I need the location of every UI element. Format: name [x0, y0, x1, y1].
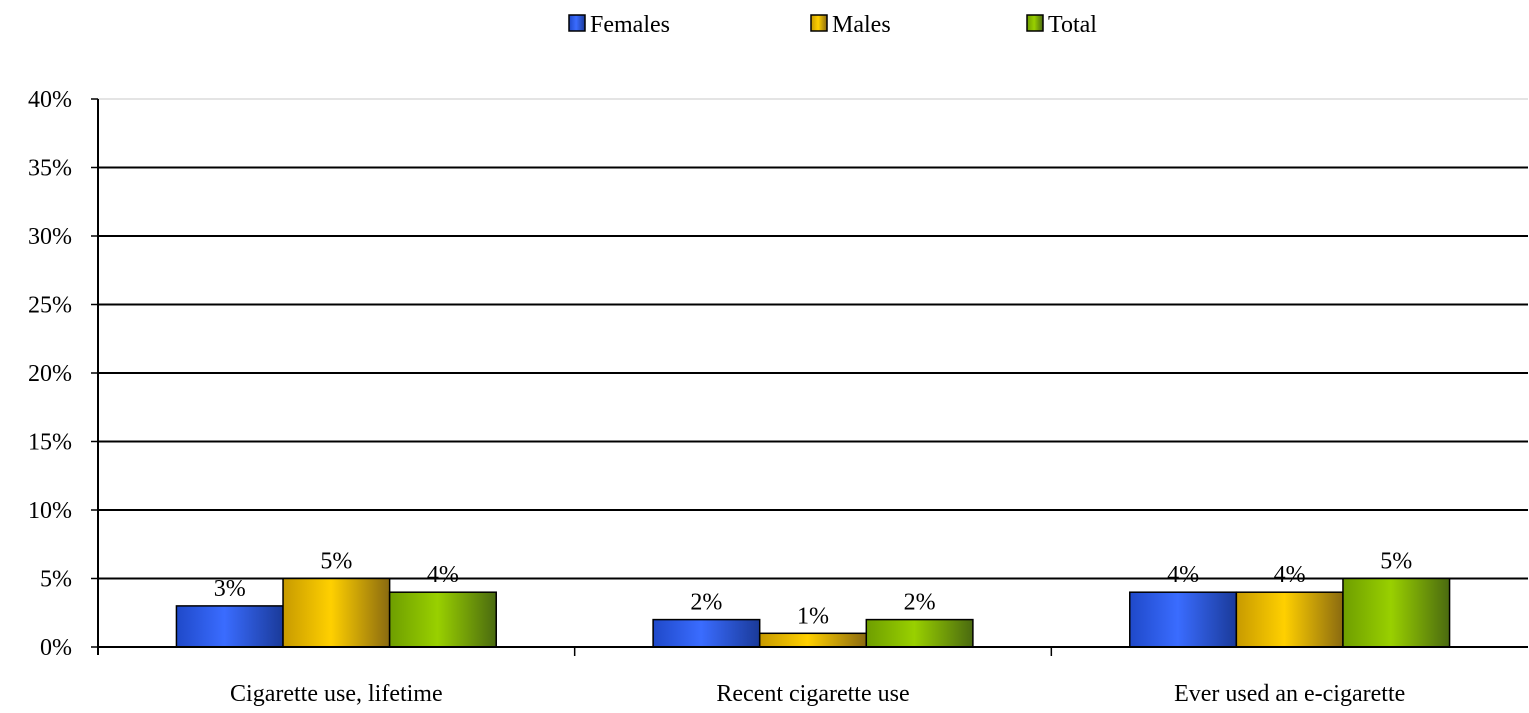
category-label: Recent cigarette use	[716, 681, 909, 707]
data-label: 2%	[690, 590, 722, 616]
legend-swatch-total	[1026, 14, 1044, 32]
bar-females-1	[652, 618, 761, 648]
legend-swatch-males	[810, 14, 828, 32]
bar-males-2	[1235, 591, 1344, 648]
data-label: 5%	[1380, 549, 1412, 575]
data-label: 1%	[797, 603, 829, 629]
legend-label-females: Females	[590, 12, 670, 38]
legend-label-males: Males	[832, 12, 891, 38]
bar-males-1	[758, 632, 868, 648]
data-label: 4%	[1167, 562, 1199, 588]
data-label: 5%	[320, 549, 352, 575]
bar-females-0	[175, 605, 284, 648]
bar-females-2	[1129, 591, 1238, 648]
bar-total-2	[1342, 577, 1451, 648]
bar-total-0	[388, 591, 497, 648]
y-tick-label: 20%	[28, 361, 72, 387]
gridlines	[98, 98, 1528, 580]
bar-total-1	[865, 618, 974, 648]
bars: 3% 5% 4% 2% 1% 2% 4% 4% 5%	[175, 549, 1451, 648]
y-tick-label: 30%	[28, 224, 72, 250]
y-tick-label: 10%	[28, 498, 72, 524]
data-label: 4%	[427, 562, 459, 588]
data-label: 4%	[1274, 562, 1306, 588]
category-label: Cigarette use, lifetime	[230, 681, 443, 707]
x-axis: Cigarette use, lifetime Recent cigarette …	[98, 646, 1528, 707]
data-label: 3%	[214, 576, 246, 602]
y-tick-label: 40%	[28, 87, 72, 113]
bar-males-0	[282, 577, 391, 648]
data-label: 2%	[904, 590, 936, 616]
y-axis: 0% 5% 10% 15% 20% 25% 30% 35% 40%	[28, 87, 99, 661]
y-tick-label: 0%	[40, 635, 72, 661]
y-tick-label: 15%	[28, 430, 72, 456]
legend-swatch-females	[568, 14, 586, 32]
legend-label-total: Total	[1048, 12, 1097, 38]
y-tick-label: 35%	[28, 156, 72, 182]
category-label: Ever used an e-cigarette	[1174, 681, 1405, 707]
y-tick-label: 25%	[28, 293, 72, 319]
y-tick-label: 5%	[40, 567, 72, 593]
legend: Females Males Total	[568, 12, 1097, 38]
